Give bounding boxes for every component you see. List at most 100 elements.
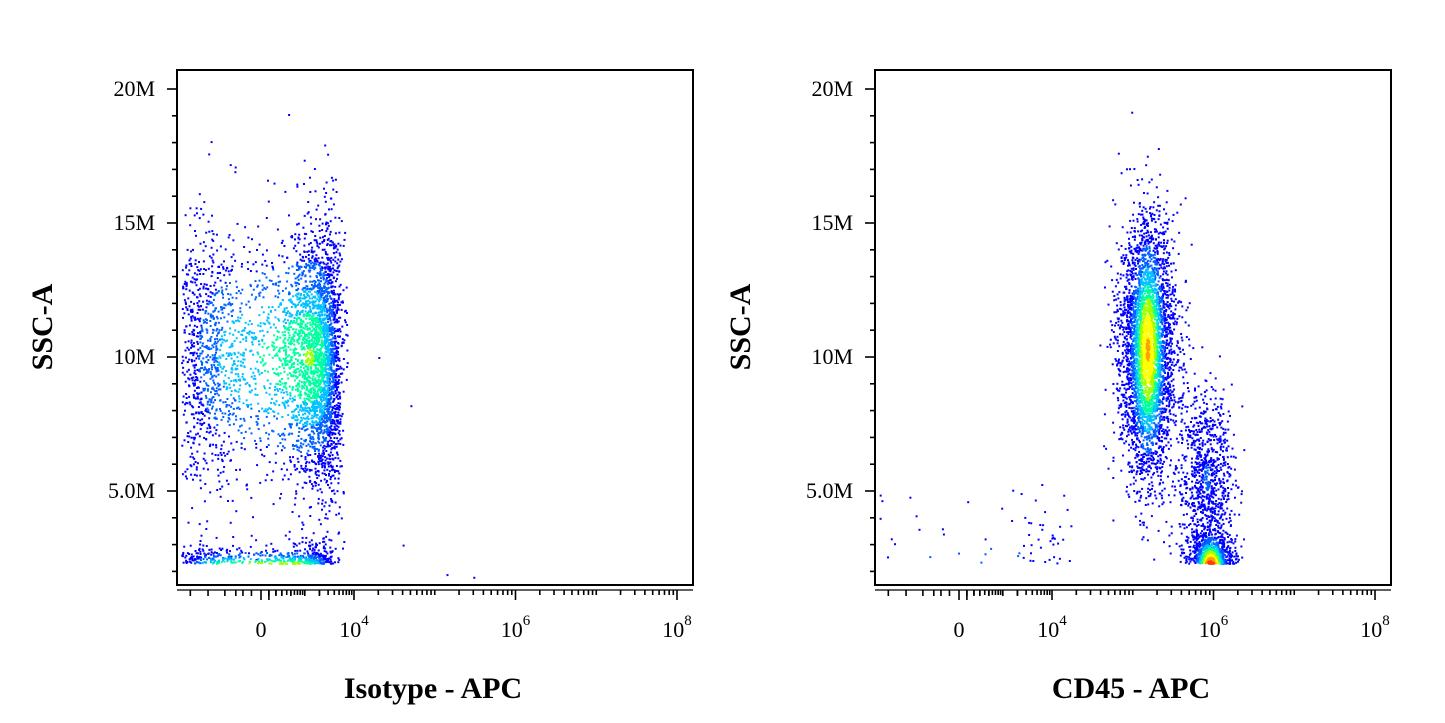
data-point (294, 419, 297, 422)
data-point (318, 452, 320, 455)
data-point (220, 286, 223, 289)
data-point (240, 360, 243, 363)
data-point (202, 319, 205, 322)
data-point (315, 326, 317, 329)
data-point (296, 562, 299, 565)
data-point (181, 355, 184, 358)
data-point (272, 345, 275, 348)
data-point (325, 457, 328, 460)
data-point (242, 354, 245, 357)
data-point (195, 234, 197, 237)
data-point (299, 373, 302, 376)
data-point (209, 356, 212, 359)
data-point (304, 304, 307, 307)
data-point (209, 295, 212, 298)
data-point (272, 470, 275, 473)
data-point (191, 281, 194, 284)
data-point (239, 341, 242, 344)
data-point (201, 344, 204, 347)
data-point (290, 560, 293, 563)
data-point (318, 338, 321, 341)
data-point (318, 457, 320, 460)
data-point (327, 153, 330, 156)
data-point (223, 560, 226, 563)
data-point (299, 406, 302, 408)
data-point (228, 273, 231, 276)
data-point (322, 305, 325, 308)
data-point (318, 542, 321, 545)
data-point (195, 552, 198, 555)
data-point (1177, 301, 1180, 304)
data-point (226, 339, 228, 342)
data-point (308, 433, 311, 436)
data-point (325, 550, 328, 553)
data-point (326, 242, 329, 245)
data-point (326, 479, 328, 482)
data-point (274, 309, 277, 312)
data-point (301, 387, 303, 390)
data-point (192, 559, 195, 562)
data-point (306, 325, 309, 328)
data-point (185, 303, 187, 305)
data-point (328, 557, 331, 560)
data-point (195, 561, 198, 564)
data-point (328, 474, 330, 477)
data-point (202, 287, 205, 290)
data-point (185, 393, 188, 395)
data-point (304, 325, 307, 328)
data-point (1187, 390, 1190, 393)
data-point (301, 536, 304, 539)
data-point (1179, 433, 1181, 436)
data-point (1179, 350, 1182, 353)
y-tick-label: 5.0M (108, 478, 155, 503)
data-point (318, 384, 321, 387)
data-point (1181, 407, 1184, 410)
data-point (249, 283, 252, 286)
data-point (297, 560, 300, 563)
data-point (237, 375, 240, 378)
data-point (254, 387, 257, 390)
data-point (203, 345, 206, 348)
data-point (1232, 455, 1235, 458)
data-point (219, 272, 222, 274)
data-point (1173, 473, 1176, 475)
data-point (301, 346, 304, 349)
data-point (315, 343, 318, 346)
data-point (304, 458, 307, 461)
data-point (210, 275, 213, 278)
data-point (316, 560, 319, 563)
data-point (304, 409, 307, 412)
data-point (1103, 413, 1106, 416)
data-point (193, 369, 196, 372)
data-point (328, 208, 330, 211)
data-point (334, 547, 337, 550)
data-point (346, 334, 349, 337)
data-point (296, 334, 299, 337)
data-point (210, 398, 213, 401)
data-point (303, 159, 306, 162)
data-point (1166, 189, 1169, 192)
data-point (212, 304, 215, 307)
data-point (230, 405, 233, 408)
data-point (332, 362, 335, 364)
data-point (326, 384, 329, 387)
data-point (210, 553, 213, 556)
data-point (325, 394, 328, 397)
data-point (200, 305, 203, 308)
data-point (300, 467, 303, 470)
data-point (302, 401, 305, 403)
data-point (328, 349, 331, 352)
data-point (292, 444, 294, 446)
data-point (296, 295, 299, 298)
data-point (334, 232, 337, 235)
data-point (188, 289, 191, 292)
data-point (300, 266, 303, 268)
data-point (311, 420, 314, 423)
data-point (235, 380, 238, 383)
data-point (198, 217, 201, 220)
data-point (331, 373, 334, 375)
data-point (193, 359, 196, 362)
data-point (239, 292, 242, 295)
data-point (316, 448, 318, 451)
data-point (325, 323, 327, 326)
